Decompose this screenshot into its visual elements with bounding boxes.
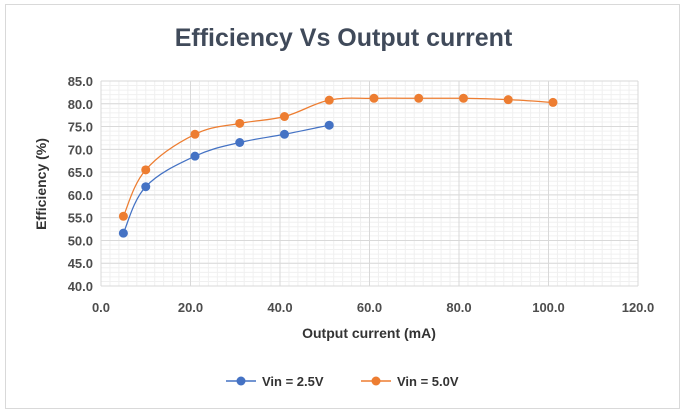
x-tick-label: 40.0 <box>267 300 292 315</box>
series-layer <box>118 93 558 238</box>
y-tick-label: 40.0 <box>68 279 93 294</box>
y-tick-label: 65.0 <box>68 165 93 180</box>
data-point <box>235 138 245 147</box>
x-tick-label: 80.0 <box>446 300 471 315</box>
data-point <box>324 120 334 130</box>
data-point <box>235 118 245 128</box>
data-point <box>141 165 151 175</box>
data-point <box>190 129 200 139</box>
y-tick-label: 75.0 <box>68 120 93 135</box>
x-tick-label: 120.0 <box>622 300 655 315</box>
series-line-2 <box>122 97 554 217</box>
chart-title: Efficiency Vs Output current <box>174 24 513 52</box>
grid-lines <box>100 80 639 287</box>
data-point <box>458 93 468 103</box>
y-tick-label: 60.0 <box>68 188 93 203</box>
data-point <box>279 129 289 139</box>
data-point <box>141 182 151 192</box>
data-point <box>548 97 558 107</box>
y-axis-label: Efficiency (%) <box>33 138 49 230</box>
legend-marker <box>371 376 381 386</box>
x-tick-label: 60.0 <box>357 300 382 315</box>
data-point <box>279 112 289 122</box>
y-tick-label: 45.0 <box>68 256 93 271</box>
x-tick-label: 0.0 <box>92 300 110 315</box>
data-point <box>118 211 128 221</box>
x-axis-label: Output current (mA) <box>302 325 436 341</box>
legend: Vin = 2.5V Vin = 5.0V <box>226 374 459 389</box>
data-point <box>324 95 334 105</box>
data-point <box>414 93 424 103</box>
data-point <box>190 151 200 161</box>
y-tick-label: 80.0 <box>68 97 93 112</box>
x-tick-label: 100.0 <box>532 300 565 315</box>
y-tick-label: 55.0 <box>68 211 93 226</box>
y-tick-label: 50.0 <box>68 233 93 248</box>
x-tick-label: 20.0 <box>178 300 203 315</box>
legend-label: Vin = 5.0V <box>397 374 459 389</box>
legend-marker <box>236 376 246 386</box>
y-tick-label: 70.0 <box>68 142 93 157</box>
y-tick-label: 85.0 <box>68 74 93 89</box>
data-point <box>503 95 513 105</box>
data-point <box>118 228 128 238</box>
legend-label: Vin = 2.5V <box>262 374 324 389</box>
axes: 85.0 80.0 75.0 70.0 65.0 60.0 55.0 50.0 45.0 40.0… <box>68 74 655 315</box>
data-point <box>369 93 379 103</box>
